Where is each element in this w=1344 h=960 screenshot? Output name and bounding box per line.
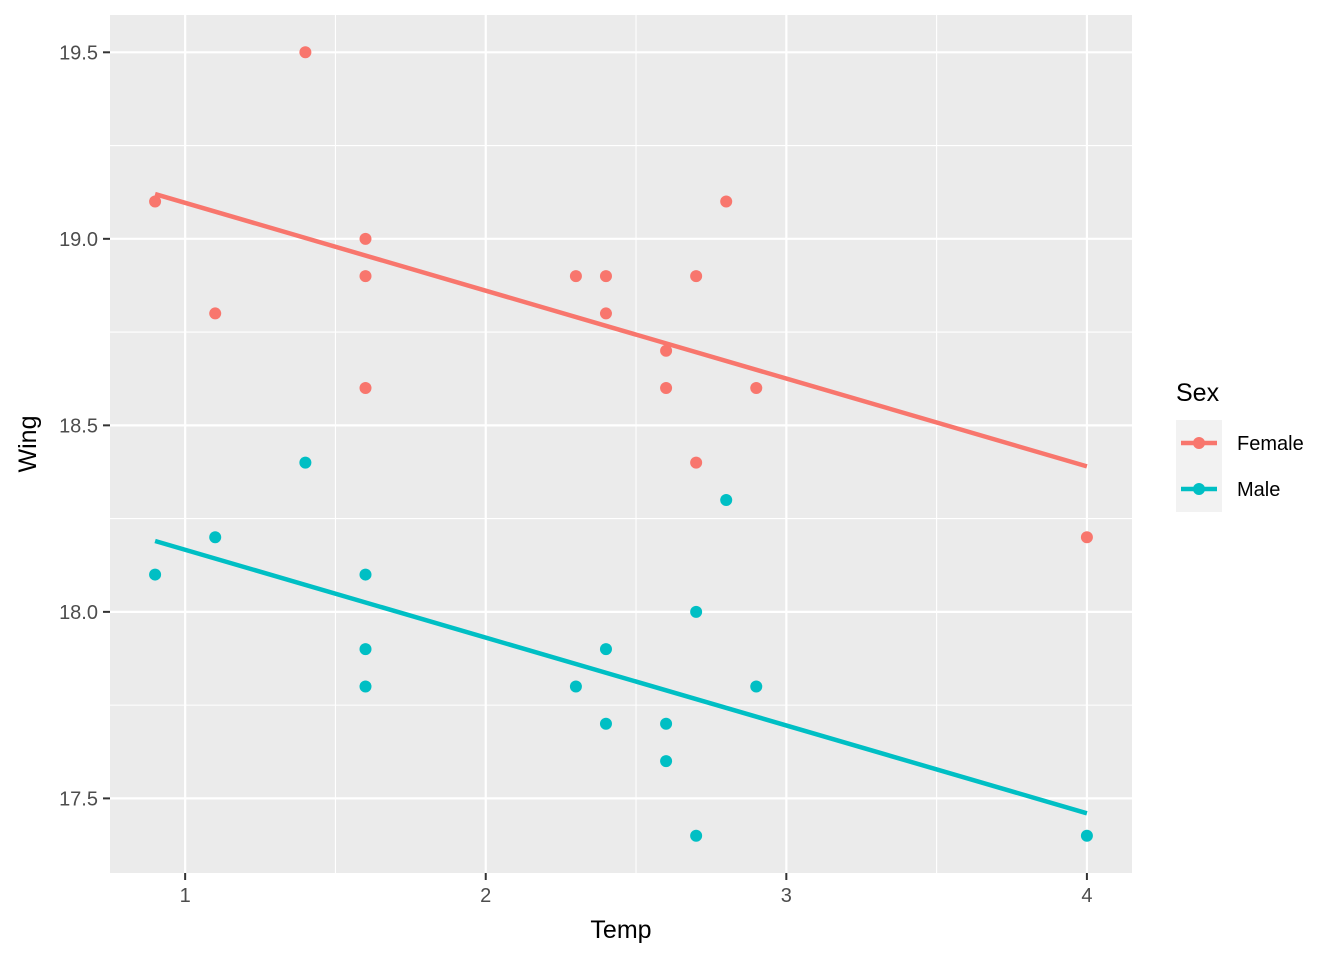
data-point-female xyxy=(359,232,372,245)
data-point-male xyxy=(299,456,312,469)
x-tick-label: 2 xyxy=(480,885,491,907)
data-point-female xyxy=(750,382,763,395)
data-point-female xyxy=(660,382,673,395)
data-point-male xyxy=(599,643,612,656)
data-point-male xyxy=(209,531,222,544)
y-tick-label: 19.0 xyxy=(59,229,98,251)
data-point-male xyxy=(690,605,703,618)
data-point-male xyxy=(750,680,763,693)
data-point-male xyxy=(1080,829,1093,842)
fit-line-female xyxy=(154,191,1088,469)
data-point-female xyxy=(359,382,372,395)
data-point-female xyxy=(149,195,162,208)
x-axis-ticks: 1 2 3 4 xyxy=(180,873,1092,907)
data-point-female xyxy=(569,270,582,283)
data-point-female xyxy=(720,195,733,208)
data-point-male xyxy=(149,568,162,581)
legend-key-point xyxy=(1193,483,1205,495)
y-axis-title: Wing xyxy=(14,416,42,473)
data-point-female xyxy=(299,46,312,59)
plot-background xyxy=(110,15,1132,873)
x-tick-label: 4 xyxy=(1081,885,1092,907)
data-point-female xyxy=(660,344,673,357)
legend-label: Female xyxy=(1237,433,1304,455)
legend-title: Sex xyxy=(1176,379,1220,407)
y-tick-label: 18.0 xyxy=(59,602,98,624)
fit-line-male xyxy=(154,538,1088,816)
data-point-male xyxy=(660,755,673,768)
data-point-male xyxy=(359,643,372,656)
data-point-female xyxy=(359,270,372,283)
data-points xyxy=(149,46,1093,842)
legend: Sex Female Male xyxy=(1176,379,1304,512)
x-axis-title: Temp xyxy=(590,916,651,944)
y-axis-ticks: 17.5 18.0 18.5 19.0 19.5 xyxy=(59,42,110,810)
data-point-male xyxy=(569,680,582,693)
x-tick-label: 3 xyxy=(781,885,792,907)
data-point-female xyxy=(599,307,612,320)
data-point-female xyxy=(1080,531,1093,544)
y-tick-label: 18.5 xyxy=(59,415,98,437)
data-point-male xyxy=(720,493,733,506)
grid-major xyxy=(110,15,1132,873)
data-point-male xyxy=(359,568,372,581)
data-point-female xyxy=(209,307,222,320)
data-point-male xyxy=(690,829,703,842)
legend-label: Male xyxy=(1237,479,1280,501)
data-point-male xyxy=(599,717,612,730)
data-point-male xyxy=(359,680,372,693)
y-tick-label: 17.5 xyxy=(59,788,98,810)
data-point-female xyxy=(599,270,612,283)
x-tick-label: 1 xyxy=(180,885,191,907)
data-point-female xyxy=(690,456,703,469)
data-point-male xyxy=(660,717,673,730)
data-point-female xyxy=(690,270,703,283)
y-tick-label: 19.5 xyxy=(59,42,98,64)
legend-key-point xyxy=(1193,437,1205,449)
fit-lines xyxy=(154,191,1088,816)
